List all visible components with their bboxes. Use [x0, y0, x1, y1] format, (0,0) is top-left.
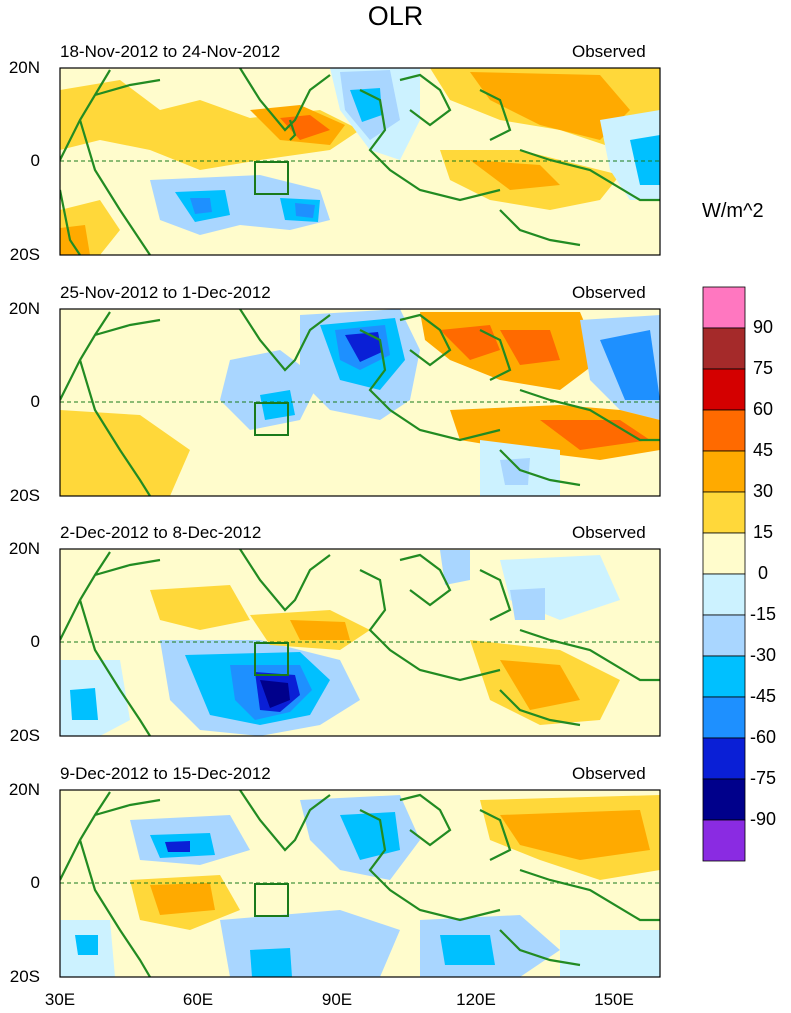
panel-1-lat-0: 0: [30, 151, 40, 170]
panel-3-coastlines: [60, 549, 660, 736]
panel-3-lat-20s: 20S: [9, 726, 40, 745]
panel-3-frame: [59, 548, 661, 737]
colorbar-label-6: 0: [757, 563, 768, 583]
colorbar-swatch-4: [702, 450, 746, 493]
panel-1: [59, 67, 661, 256]
panel-2-region-box: [254, 402, 289, 436]
lon-label-90e: 90E: [321, 990, 353, 1009]
panel-3-region-box: [254, 642, 289, 676]
colorbar-label-5: 15: [752, 522, 774, 542]
colorbar-label-11: -75: [749, 768, 776, 788]
panel-1-frame: [59, 67, 661, 256]
colorbar-label-4: 30: [752, 481, 774, 501]
colorbar-label-1: 75: [752, 358, 774, 378]
colorbar-swatch-6: [702, 532, 746, 575]
colorbar-swatch-8: [702, 614, 746, 657]
panel-1-lat-20s: 20S: [9, 245, 40, 264]
panel-3-lat-20n: 20N: [8, 539, 40, 558]
lon-label-30e: 30E: [44, 990, 76, 1009]
panel-4-frame: [59, 789, 661, 978]
panel-4-coastlines: [60, 790, 660, 977]
panel-1-anomalies: [60, 68, 660, 255]
panel-4-lat-20n: 20N: [8, 780, 40, 799]
unit-label: W/m^2: [702, 200, 764, 222]
panel-3: [59, 548, 661, 737]
panel-4-lat-0: 0: [30, 873, 40, 892]
panel-2: [59, 308, 661, 497]
panel-4: [59, 789, 661, 978]
panel-1-coastlines: [60, 68, 660, 255]
colorbar-swatch-10: [702, 696, 746, 739]
panel-2-frame: [59, 308, 661, 497]
panel-1-region-box: [254, 161, 289, 195]
lon-label-150e: 150E: [594, 990, 634, 1009]
panel-2-type: Observed: [572, 283, 646, 302]
colorbar-label-9: -45: [749, 686, 776, 706]
lon-label-120e: 120E: [456, 990, 496, 1009]
colorbar-swatch-7: [702, 573, 746, 616]
panel-4-anomalies: [60, 795, 660, 977]
colorbar-label-2: 60: [752, 399, 774, 419]
colorbar-label-0: 90: [752, 317, 774, 337]
panel-1-lat-20n: 20N: [8, 58, 40, 77]
panel-2-lat-20s: 20S: [9, 486, 40, 505]
colorbar: [702, 286, 746, 862]
panel-4-type: Observed: [572, 764, 646, 783]
figure-title: OLR: [367, 1, 424, 31]
panel-3-period: 2-Dec-2012 to 8-Dec-2012: [60, 523, 262, 542]
panel-1-type: Observed: [572, 42, 646, 61]
panel-3-anomalies: [60, 550, 620, 736]
panel-2-lat-0: 0: [30, 392, 40, 411]
panel-4-region-box: [254, 883, 289, 917]
colorbar-swatch-3: [702, 409, 746, 452]
colorbar-label-7: -15: [749, 604, 776, 624]
colorbar-swatch-12: [702, 778, 746, 821]
colorbar-swatch-0: [702, 286, 746, 329]
panel-4-period: 9-Dec-2012 to 15-Dec-2012: [60, 764, 271, 783]
lon-label-60e: 60E: [182, 990, 214, 1009]
colorbar-label-3: 45: [752, 440, 774, 460]
panel-1-period: 18-Nov-2012 to 24-Nov-2012: [60, 42, 281, 61]
panel-2-period: 25-Nov-2012 to 1-Dec-2012: [60, 283, 271, 302]
colorbar-swatch-2: [702, 368, 746, 411]
colorbar-label-10: -60: [749, 727, 776, 747]
panel-2-lat-20n: 20N: [8, 299, 40, 318]
panel-4-lat-20s: 20S: [9, 967, 40, 986]
panel-3-lat-0: 0: [30, 632, 40, 651]
colorbar-label-12: -90: [749, 809, 776, 829]
panel-2-coastlines: [60, 309, 660, 496]
panel-3-type: Observed: [572, 523, 646, 542]
colorbar-label-8: -30: [749, 645, 776, 665]
colorbar-swatch-13: [702, 819, 746, 862]
